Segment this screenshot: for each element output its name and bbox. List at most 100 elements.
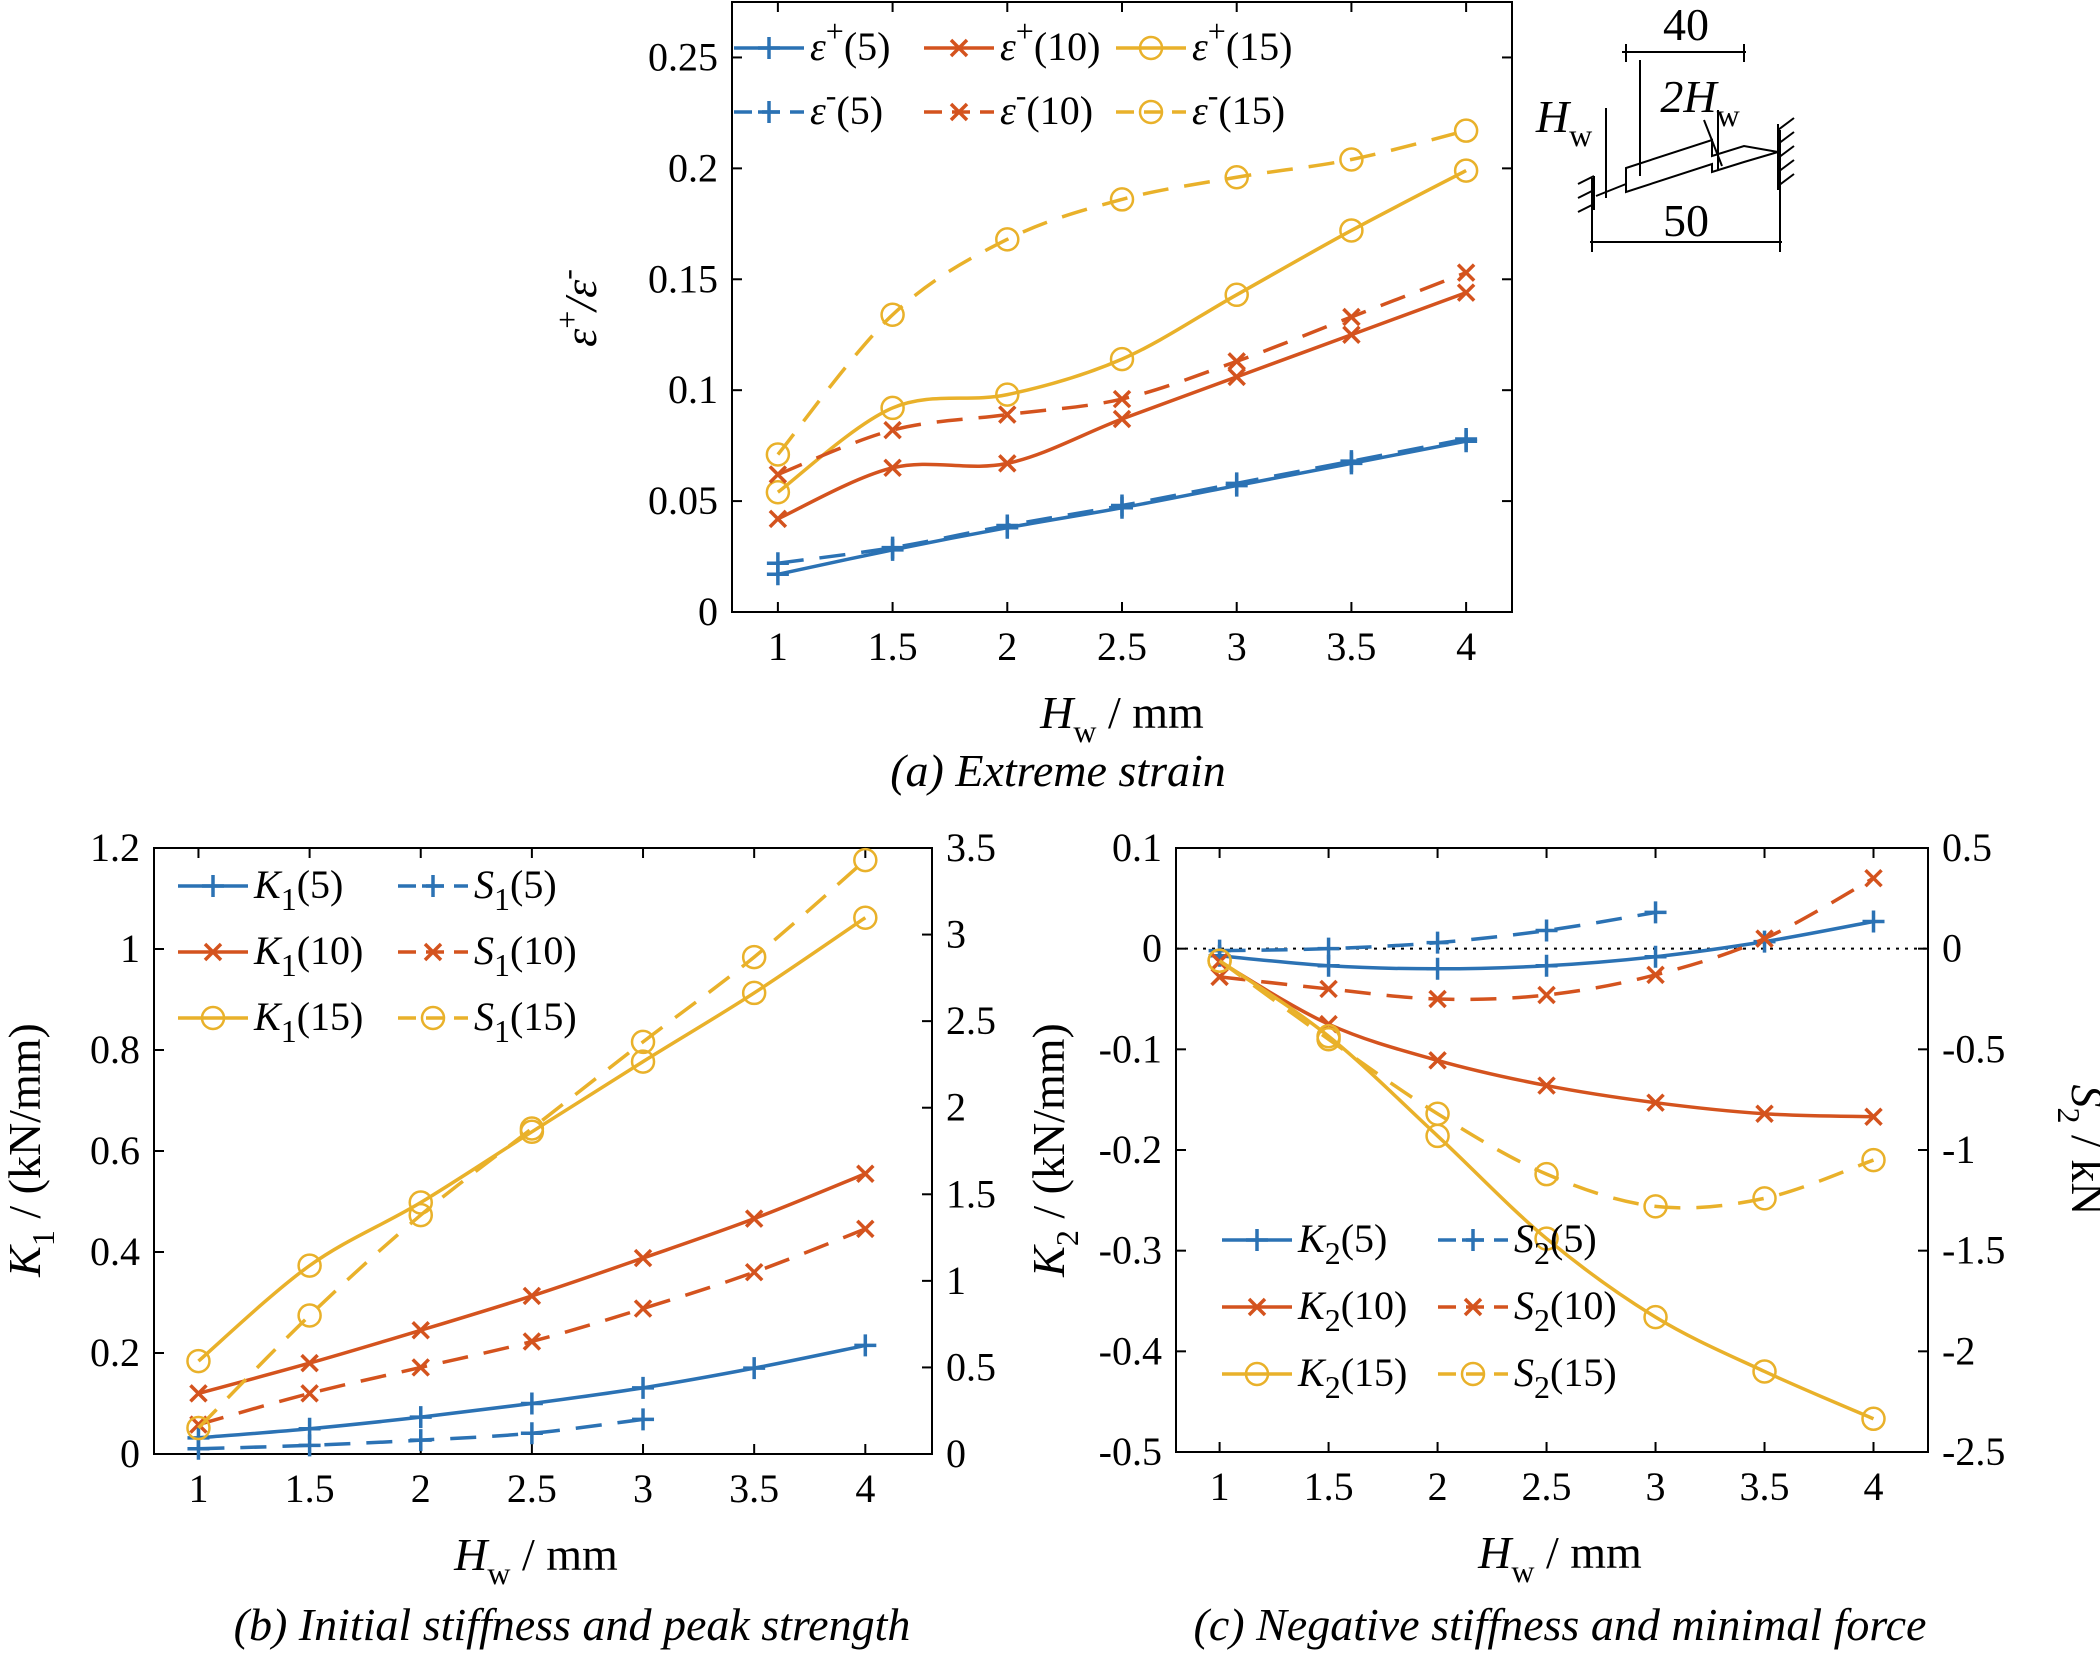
panel-b-data-point [856,1219,875,1239]
panel-a-series-line [776,169,1467,494]
panel-b-legend-entry: K1(10) [178,928,363,983]
panel-a-xtick-label: 2.5 [1097,624,1147,669]
panel-b-ytick-label: 0.2 [90,1330,140,1375]
panel-a-xtick-label: 1 [768,624,788,669]
legend-marker [1247,1297,1267,1317]
panel-a-data-point [1112,409,1132,429]
panel-a-data-point [1111,494,1133,517]
panel-b-data-point [300,1384,319,1403]
panel-a-xtick-label: 2 [997,624,1017,669]
panel-b-ytick-label: 0 [120,1431,140,1476]
panel-c-data-point [1534,1161,1559,1187]
panel-c-xtick-label: 4 [1864,1464,1884,1509]
panel-b-data-point [853,847,878,873]
panel-a-data-point [1339,218,1364,243]
legend-marker [1138,35,1164,61]
legend-marker [1462,1229,1484,1251]
panel-c-data-point [1752,1359,1777,1384]
panel-a-data-point [883,420,902,440]
panel-b-data-point [630,1049,656,1074]
panel-c-data-point [1207,948,1232,973]
schematic-dim-2hw: 2Hw [1660,71,1739,133]
panel-b-data-point [186,1415,211,1441]
panel-c-data-point [1644,945,1667,968]
panel-b-ytick-right-label: 3 [946,912,966,957]
panel-b-xtick-label: 2.5 [507,1466,557,1511]
panel-c-data-point [1864,868,1883,888]
wire-spring-schematic [1577,44,1795,252]
panel-b-legend-entry: S1(10) [398,928,577,983]
panel-c-y-axis-label: K2 / (kN/mm) [1023,1023,1085,1278]
panel-a-data-point [998,454,1017,473]
panel-b-data-point [297,1253,322,1278]
panel-a-data-point [765,479,791,505]
panel-b-legend-entry: K1(15) [178,994,363,1049]
panel-b-ytick-label: 0.8 [90,1027,140,1072]
panel-b-y-axis-label: K1 / (kN/mm) [0,1023,61,1278]
panel-a-data-point [1453,118,1479,143]
panel-a-ytick-label: 0.2 [668,145,718,190]
panel-b-ytick-label: 1.2 [90,825,140,870]
panel-b-ytick-right-label: 3.5 [946,825,996,870]
panel-b-data-point [189,1384,208,1403]
panel-a-data-point [1455,427,1478,450]
panel-b-data-point [522,1332,542,1351]
panel-b-data-point [298,1434,321,1457]
panel-b-data-point [633,1248,653,1268]
panel-b-data-point [297,1303,322,1328]
panel-c-legend-entry: S2(10) [1438,1283,1617,1338]
panel-c-data-point [1537,1076,1556,1095]
panel-b-series-line [197,1172,866,1396]
panel-c-ytick-label: -0.5 [1099,1429,1162,1474]
panel-b-data-point [744,1262,764,1282]
schematic-dim-50: 50 [1663,195,1709,246]
legend-label: K1(5) [253,862,343,917]
panel-c-data-point [1861,1406,1886,1432]
legend-label: S1(10) [474,928,577,983]
panel-b-series-3 [189,1219,875,1434]
panel-c-ytick-label: -0.4 [1099,1328,1162,1373]
legend-marker [422,875,444,897]
panel-b-series-1 [187,1408,655,1460]
panel-b-data-point [632,1408,655,1431]
panel-b-ytick-right-label: 0 [946,1431,966,1476]
panel-a-data-point [768,509,788,529]
panel-b-data-point [744,1209,764,1228]
panel-b-data-point [630,1029,656,1055]
legend-label: S1(5) [474,862,557,917]
panel-a-y-axis-label: ε+/ε- [549,269,606,347]
panel-b-data-point [300,1353,319,1373]
panel-c-data-point [1428,989,1447,1009]
panel-b-legend-entry: K1(5) [178,862,343,917]
panel-b-data-point [741,980,767,1006]
panel-a-data-point [995,227,1020,252]
panel-a-data-point [1224,164,1249,190]
panel-c-data-point [1643,1194,1668,1219]
panel-c-ytick-right-label: -0.5 [1942,1026,2005,1071]
panel-a-extreme-strain: 1 1.5 2 2.5 3 3.5 400.050.10.150.20.25 ε+(5) ε+… [549,1,1513,796]
panel-a-ytick-label: 0.25 [648,34,718,79]
legend-marker [1244,1361,1270,1387]
panel-b-data-point [853,905,878,930]
panel-a-data-point [1342,307,1361,327]
panel-c-data-point [1317,937,1340,960]
panel-c-data-point [1862,910,1885,933]
legend-marker [423,942,443,962]
legend-label: ε+(5) [810,13,890,69]
panel-a-data-point [1339,147,1364,172]
panel-a-data-point [1109,346,1135,372]
legend-marker [1463,1297,1483,1317]
panel-c-data-point [1319,979,1338,999]
panel-a-legend-entry: ε-(15) [1116,77,1285,133]
panel-c-data-point [1534,1226,1559,1251]
legend-label: ε-(10) [1000,77,1093,133]
legend-marker [202,875,224,897]
legend-marker [758,101,780,123]
panel-b-xtick-label: 1 [188,1466,208,1511]
legend-marker [1460,1361,1486,1387]
panel-a-x-axis-label: Hw / mm [1039,687,1204,749]
panel-b-data-point [520,1422,543,1445]
legend-label: S2(5) [1514,1216,1597,1271]
